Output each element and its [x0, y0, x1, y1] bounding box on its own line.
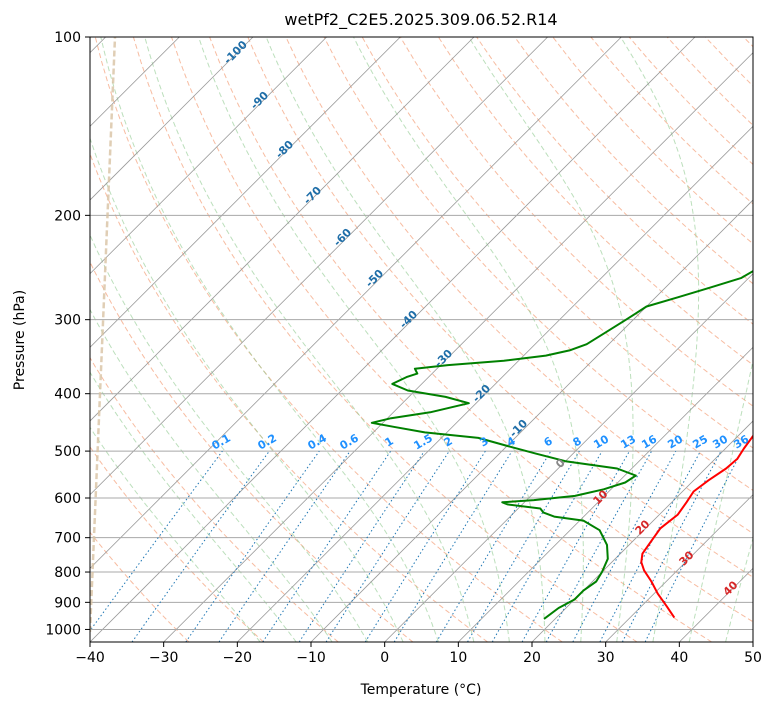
- x-tick-label: −20: [223, 650, 253, 666]
- dry-adiabat-line: [209, 37, 753, 623]
- mixing-ratio-line: [262, 450, 392, 642]
- x-tick-label: 10: [449, 650, 467, 666]
- y-tick-label: 700: [54, 531, 81, 547]
- moist-adiabat-line: [265, 37, 546, 642]
- x-tick-label: 40: [670, 650, 688, 666]
- isotherm-line: [90, 37, 548, 496]
- isotherm-line: [90, 37, 475, 422]
- dewpoint-profile-line: [370, 269, 753, 620]
- x-tick-label: −10: [296, 650, 326, 666]
- moist-adiabat-line: [90, 308, 333, 642]
- isotherm-line: [237, 125, 753, 642]
- x-axis-label: Temperature (°C): [360, 682, 482, 698]
- moist-adiabat-line: [353, 37, 584, 642]
- temperature-profile-line: [640, 434, 753, 619]
- x-tick-label: 30: [597, 650, 615, 666]
- y-tick-label: 900: [54, 595, 81, 611]
- isotherm-line: [90, 37, 254, 201]
- dry-adiabat-line: [399, 37, 753, 407]
- mixing-ratio-line: [545, 450, 653, 642]
- y-axis-label: Pressure (hPa): [12, 290, 28, 390]
- isotherm-line: [531, 420, 753, 642]
- y-tick-label: 1000: [45, 622, 81, 638]
- mixing-ratio-line: [185, 450, 320, 642]
- chart-title: wetPf2_C2E5.2025.309.06.52.R14: [284, 10, 557, 30]
- y-tick-label: 500: [54, 444, 81, 460]
- moist-adiabat-line: [688, 358, 753, 642]
- isotherm-line: [384, 273, 753, 642]
- dry-adiabat-line: [514, 37, 753, 285]
- mixing-ratio-line: [521, 450, 630, 642]
- x-tick-label: −30: [149, 650, 179, 666]
- dry-adiabat-line: [90, 356, 339, 642]
- mixing-ratio-line: [131, 450, 270, 642]
- y-tick-label: 400: [54, 387, 81, 403]
- y-tick-label: 300: [54, 313, 81, 329]
- moist-adiabat-line: [620, 37, 700, 642]
- isotherm-line: [605, 494, 753, 642]
- dry-adiabat-line: [90, 152, 488, 642]
- moist-adiabat-line: [90, 233, 369, 642]
- moist-adiabat-line: [725, 536, 753, 642]
- mixing-ratio-line: [393, 450, 513, 642]
- dry-adiabat-line: [285, 37, 753, 535]
- y-tick-label: 600: [54, 491, 81, 507]
- dry-adiabat-line: [90, 446, 264, 642]
- isotherm-line: [458, 346, 753, 642]
- moist-adiabat-line: [90, 426, 261, 642]
- mixing-ratio-line: [325, 450, 450, 642]
- y-tick-label: 100: [54, 30, 81, 46]
- isotherm-line: [90, 37, 622, 569]
- dry-adiabat-line: [132, 37, 638, 642]
- mixing-ratio-line: [298, 450, 425, 642]
- dry-adiabat-line: [94, 37, 563, 642]
- x-tick-label: 20: [523, 650, 541, 666]
- moist-adiabat-line: [90, 136, 404, 642]
- dry-adiabat-line: [323, 37, 753, 491]
- moist-adiabat-line: [100, 37, 439, 642]
- isotherm-line: [90, 37, 696, 642]
- y-tick-label: 200: [54, 208, 81, 224]
- moist-adiabat-line: [144, 37, 475, 642]
- mixing-ratio-line: [572, 450, 677, 642]
- y-tick-label: 800: [54, 565, 81, 581]
- isotherm-line: [90, 37, 327, 275]
- mixing-ratio-line: [90, 450, 223, 632]
- isotherm-line: [90, 37, 401, 348]
- x-tick-label: −40: [75, 650, 105, 666]
- plot-frame: [89, 36, 754, 643]
- isotherm-line: [163, 52, 753, 642]
- dry-adiabat-line: [171, 37, 712, 642]
- dry-adiabat-line: [90, 531, 190, 642]
- dry-adiabat-line: [247, 37, 753, 578]
- dry-adiabat-line: [437, 37, 753, 366]
- mixing-ratio-line: [644, 450, 743, 642]
- mixing-ratio-line: [218, 450, 351, 642]
- dry-adiabat-line: [361, 37, 753, 449]
- x-tick-label: 0: [380, 650, 389, 666]
- x-tick-label: 50: [744, 650, 762, 666]
- isotherm-line: [310, 199, 753, 642]
- saturation-curve: [90, 37, 117, 633]
- moist-adiabat-line: [198, 37, 510, 642]
